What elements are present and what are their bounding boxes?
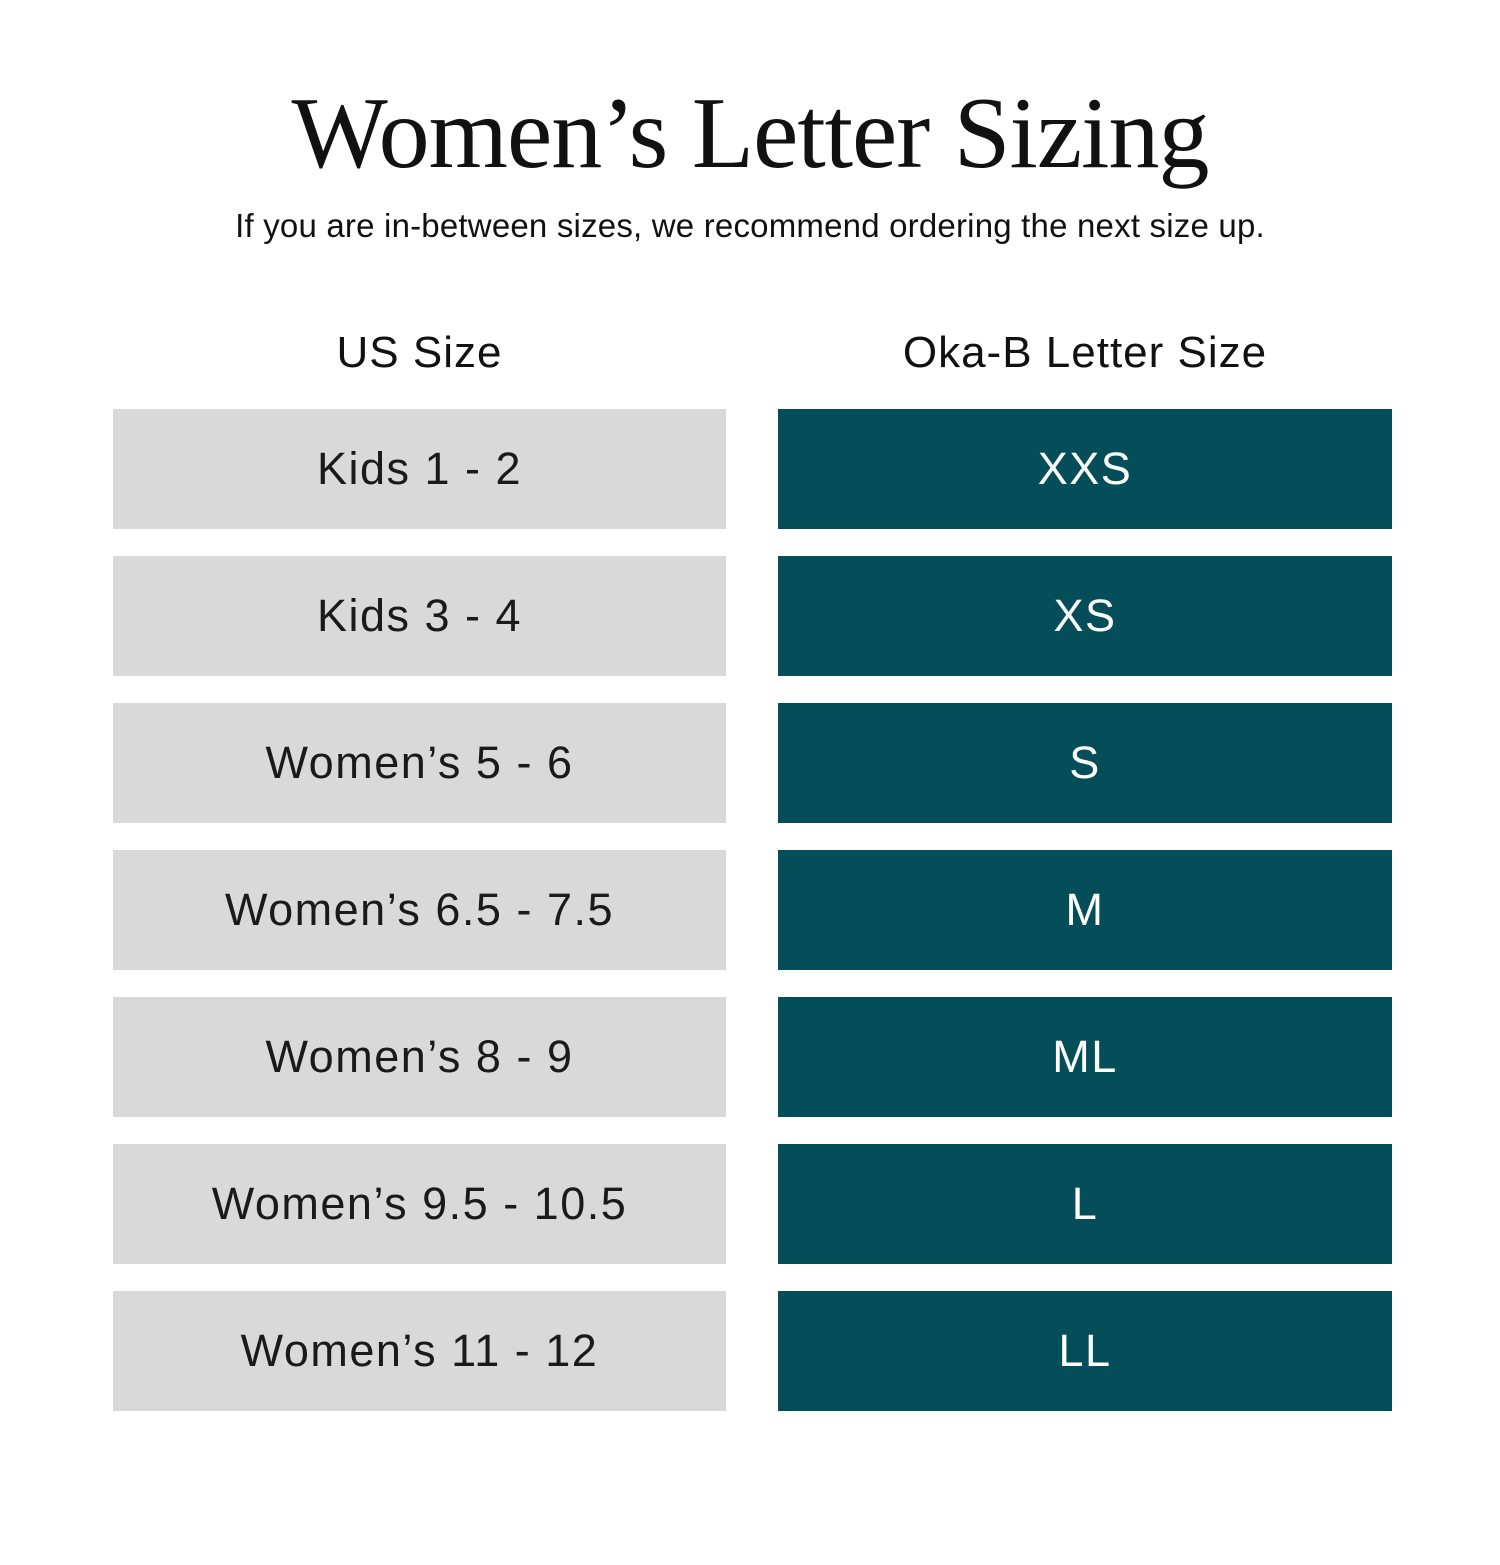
letter-size-cell: XXS (778, 408, 1392, 529)
letter-size-cell: XS (778, 555, 1392, 676)
size-table: Kids 1 - 2 XXS Kids 3 - 4 XS Women’s 5 -… (113, 408, 1392, 1411)
us-size-cell: Women’s 9.5 - 10.5 (113, 1143, 726, 1264)
letter-size-cell: ML (778, 996, 1392, 1117)
column-header-us-size: US Size (336, 327, 503, 377)
letter-size-cell: S (778, 702, 1392, 823)
us-size-cell: Kids 1 - 2 (113, 408, 726, 529)
letter-size-cell: L (778, 1143, 1392, 1264)
page-title: Women’s Letter Sizing (291, 77, 1210, 190)
letter-size-cell: M (778, 849, 1392, 970)
us-size-cell: Kids 3 - 4 (113, 555, 726, 676)
us-size-cell: Women’s 11 - 12 (113, 1290, 726, 1411)
column-headers: US Size Oka-B Letter Size (113, 327, 1392, 377)
us-size-cell: Women’s 6.5 - 7.5 (113, 849, 726, 970)
letter-size-cell: LL (778, 1290, 1392, 1411)
column-header-letter-size: Oka-B Letter Size (902, 327, 1268, 377)
us-size-cell: Women’s 5 - 6 (113, 702, 726, 823)
size-chart-page: Women’s Letter Sizing If you are in-betw… (0, 65, 1500, 1565)
page-subtitle: If you are in-between sizes, we recommen… (235, 206, 1265, 244)
us-size-cell: Women’s 8 - 9 (113, 996, 726, 1117)
